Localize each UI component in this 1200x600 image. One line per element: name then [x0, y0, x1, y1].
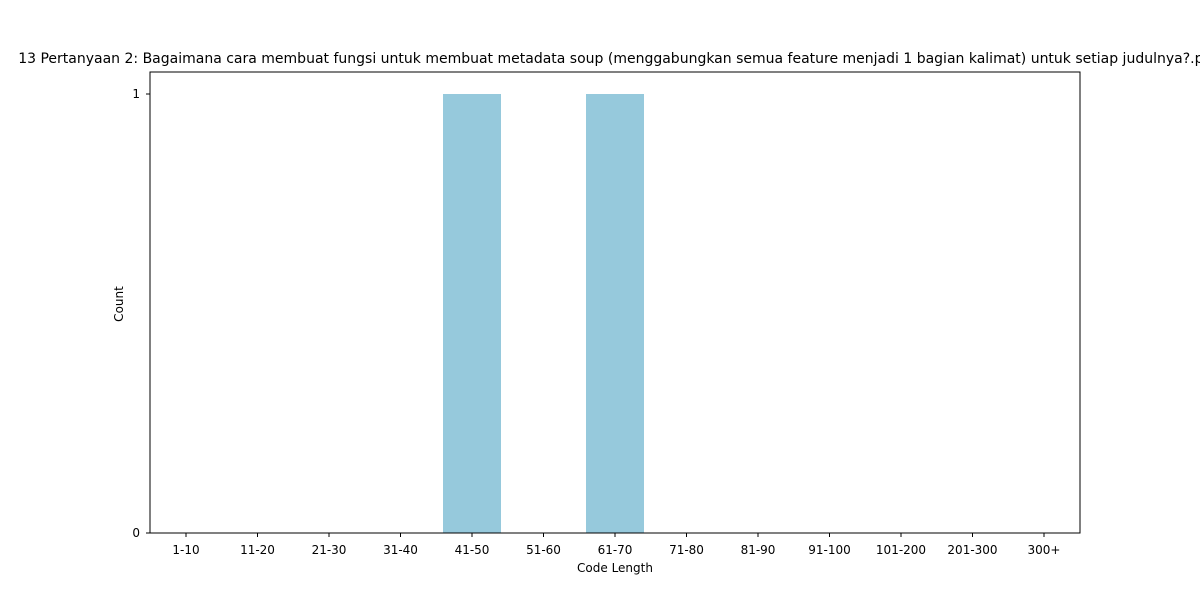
x-tick-label: 101-200: [876, 543, 926, 557]
chart-title: 13 Pertanyaan 2: Bagaimana cara membuat …: [18, 51, 1200, 67]
x-axis-ticks: 1-10 11-20 21-30 31-40 41-50 51-60 61-70 71-80 8…: [172, 533, 1060, 557]
y-axis-label: Count: [112, 286, 126, 322]
y-axis-ticks: 01: [132, 87, 150, 540]
y-tick-label: 0: [132, 526, 140, 540]
bar-41-50: [443, 94, 501, 533]
x-tick-label: 71-80: [669, 543, 704, 557]
x-axis-label: Code Length: [577, 561, 653, 575]
x-tick-label: 1-10: [172, 543, 199, 557]
x-tick-label: 21-30: [312, 543, 347, 557]
x-tick-label: 51-60: [526, 543, 561, 557]
x-tick-label: 201-300: [947, 543, 997, 557]
x-tick-label: 41-50: [455, 543, 490, 557]
x-tick-label: 91-100: [808, 543, 851, 557]
x-tick-label: 300+: [1028, 543, 1061, 557]
x-tick-label: 81-90: [741, 543, 776, 557]
bar-group: [443, 94, 644, 533]
x-tick-label: 61-70: [598, 543, 633, 557]
bar-61-70: [586, 94, 644, 533]
x-tick-label: 11-20: [240, 543, 275, 557]
y-tick-label: 1: [132, 87, 140, 101]
x-tick-label: 31-40: [383, 543, 418, 557]
